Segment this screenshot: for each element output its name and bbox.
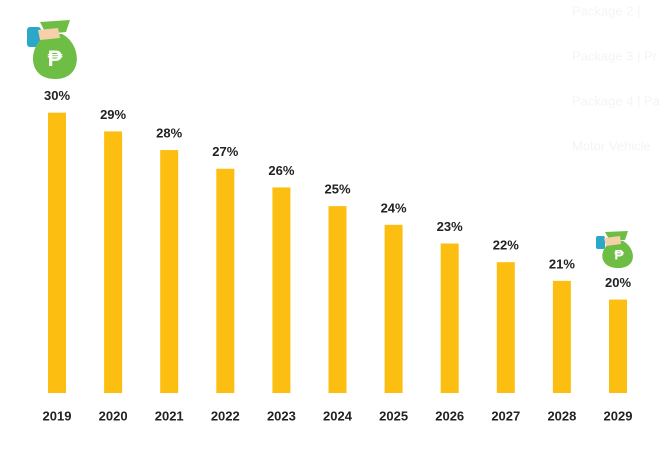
svg-text:₱: ₱ [614, 247, 624, 263]
bar [216, 168, 235, 393]
bar [552, 280, 571, 393]
background-label: Package 2 | [572, 3, 640, 18]
bar [328, 206, 347, 393]
background-label: Package 3 | Pr [572, 48, 658, 63]
x-tick-label: 2024 [323, 408, 353, 423]
value-label: 25% [324, 182, 350, 197]
x-tick-label: 2029 [604, 408, 633, 423]
value-label: 24% [381, 200, 407, 215]
bar [104, 131, 123, 393]
bar [160, 150, 179, 393]
bar [272, 187, 291, 393]
x-tick-label: 2023 [267, 408, 296, 423]
money-bag-icon-small: ₱ [596, 231, 633, 268]
value-label: 23% [437, 219, 463, 234]
value-label: 21% [549, 256, 575, 271]
x-tick-label: 2020 [99, 408, 128, 423]
bar [609, 299, 627, 393]
value-label: 26% [268, 163, 294, 178]
x-tick-label: 2022 [211, 408, 240, 423]
value-label: 27% [212, 144, 238, 159]
money-bag-icon: ₱ [27, 20, 77, 80]
value-label: 22% [493, 238, 519, 253]
value-label: 28% [156, 126, 182, 141]
x-tick-label: 2025 [379, 408, 408, 423]
value-label: 29% [100, 107, 126, 122]
value-label: 20% [605, 275, 631, 290]
background-label: Motor Vehicle [572, 138, 651, 153]
x-tick-label: 2019 [43, 408, 72, 423]
x-tick-label: 2021 [155, 408, 184, 423]
x-tick-label: 2028 [547, 408, 576, 423]
bar [440, 243, 459, 393]
svg-text:₱: ₱ [48, 46, 63, 71]
bar [384, 224, 403, 393]
value-label: 30% [44, 88, 70, 103]
x-tick-label: 2026 [435, 408, 464, 423]
x-tick-label: 2027 [491, 408, 520, 423]
bar [496, 262, 515, 393]
background-label: Package 4 | Pa [572, 93, 661, 108]
bar [48, 112, 66, 393]
